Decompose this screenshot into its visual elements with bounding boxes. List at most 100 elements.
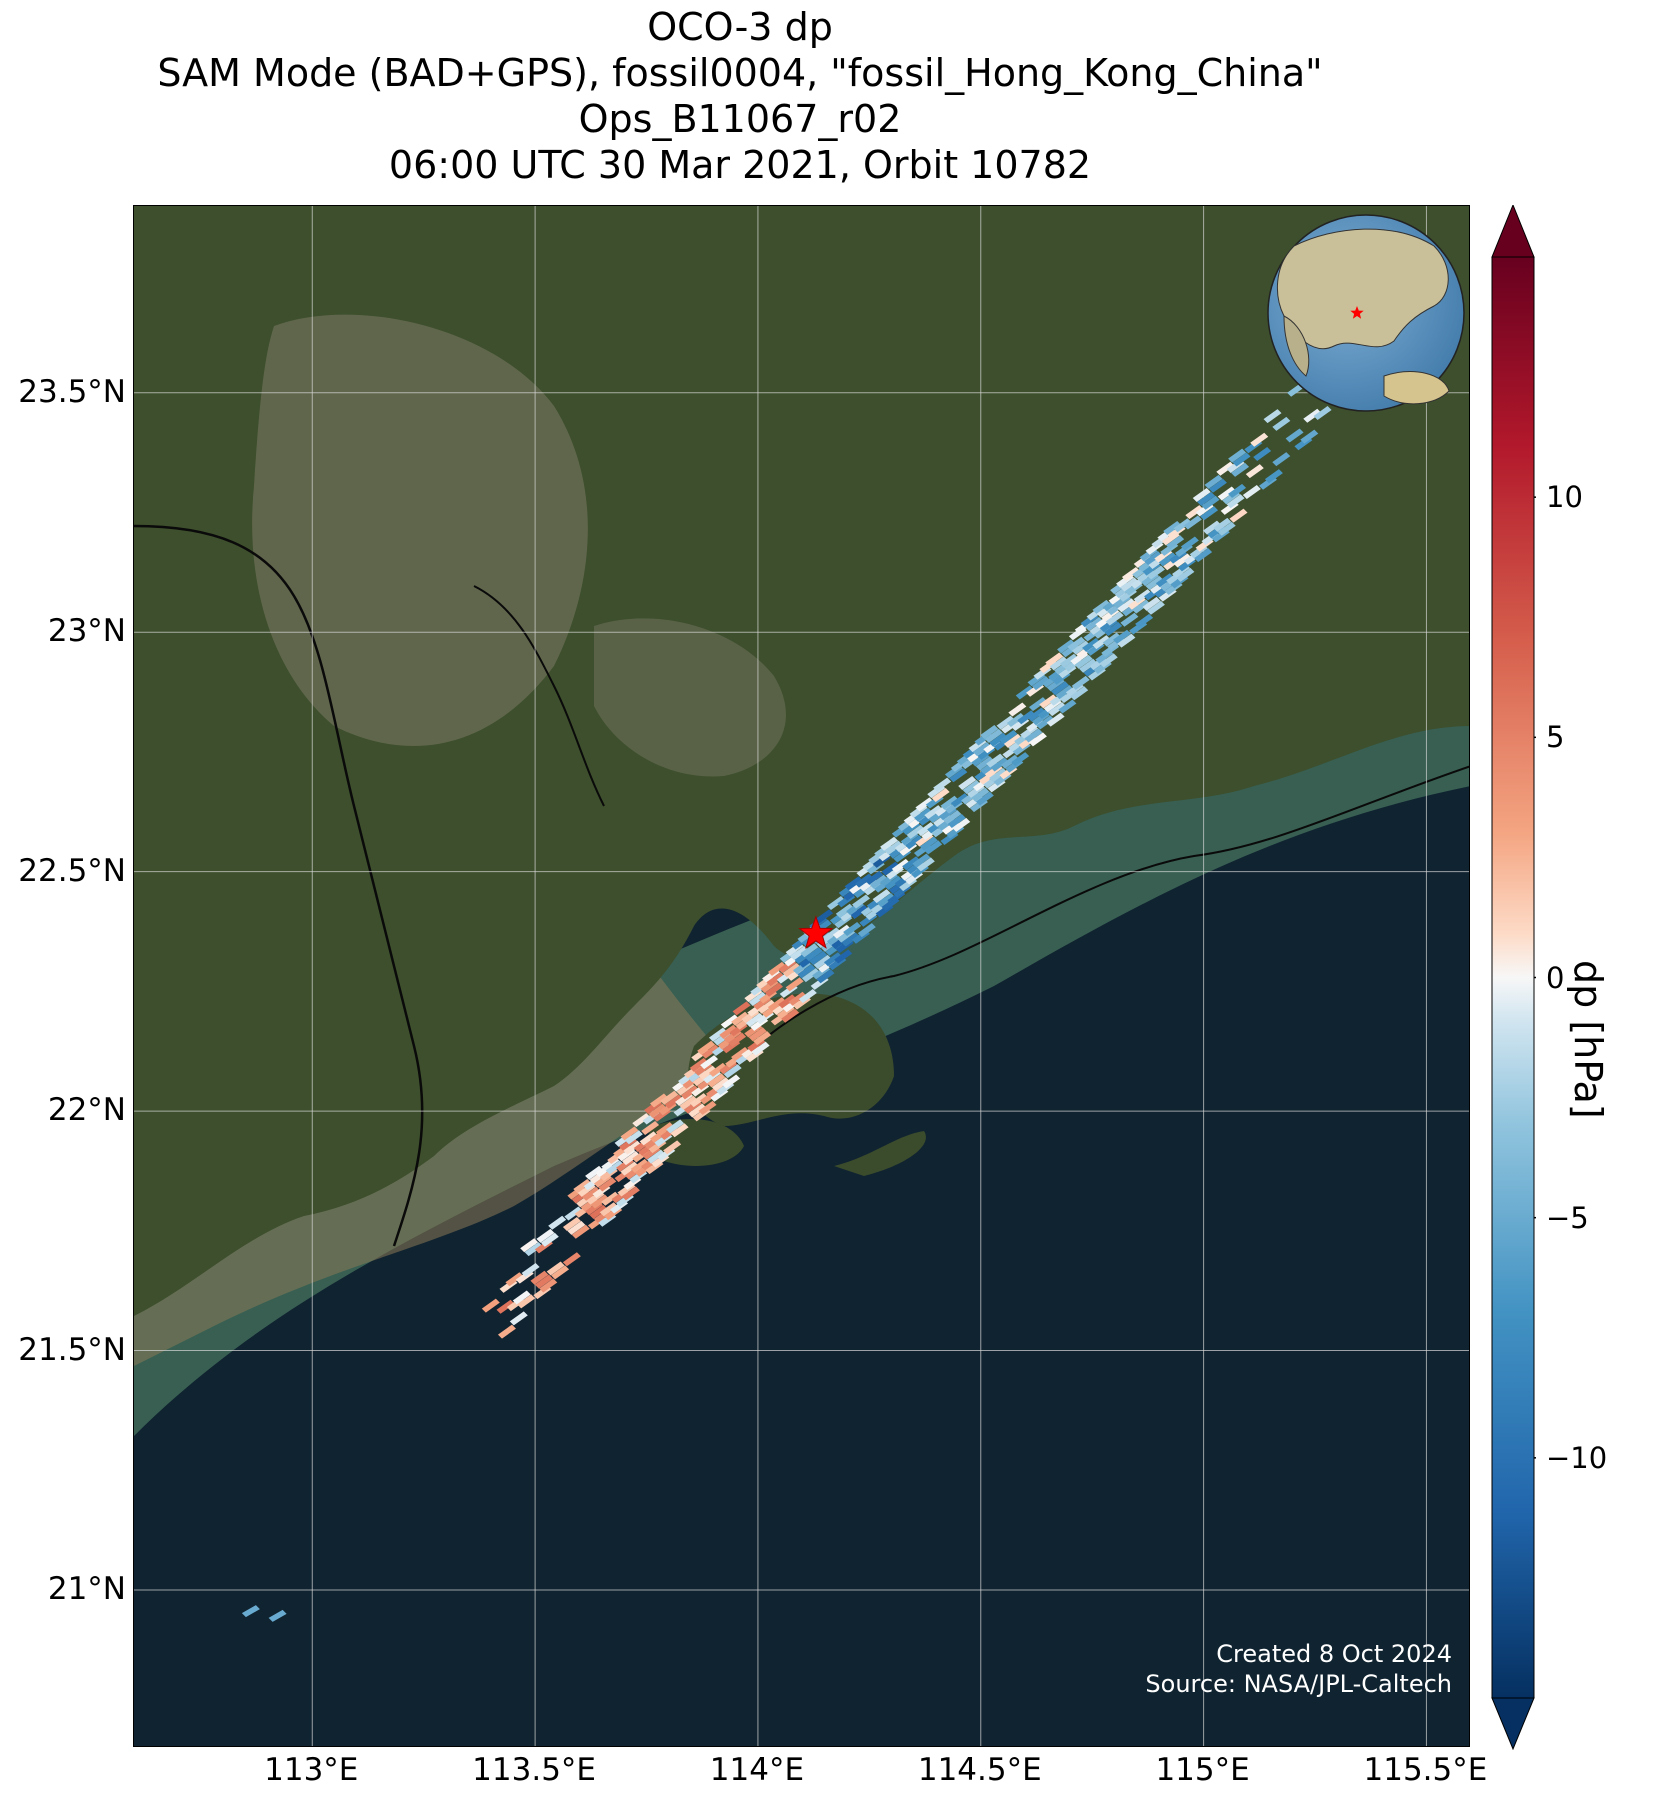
- sounding-footprint: [630, 1158, 649, 1173]
- sounding-footprint: [1204, 474, 1223, 489]
- sounding-footprint: [851, 894, 870, 909]
- sounding-footprint: [1228, 483, 1247, 498]
- sounding-footprint: [505, 1272, 524, 1287]
- sounding-footprint: [1180, 536, 1199, 551]
- sounding-footprint: [723, 1064, 742, 1079]
- sounding-footprint: [521, 1263, 540, 1278]
- sounding-footprint: [790, 945, 809, 960]
- sounding-footprint: [835, 903, 854, 918]
- lon-tick-label: 114°E: [709, 1752, 805, 1788]
- sounding-footprint: [906, 824, 925, 839]
- sounding-footprint: [989, 732, 1008, 747]
- sounding-footprint: [517, 1294, 536, 1309]
- lon-tick-label: 113.5°E: [472, 1752, 597, 1788]
- sounding-footprint: [1166, 535, 1185, 550]
- sounding-footprint: [1163, 520, 1182, 535]
- sounding-footprint: [962, 779, 981, 794]
- map-canvas: [134, 206, 1469, 1746]
- sounding-footprint: [913, 807, 932, 822]
- sounding-footprint: [688, 1103, 707, 1118]
- sounding-footprint: [797, 964, 816, 979]
- sounding-footprint: [815, 909, 834, 924]
- lon-tick-label: 113°E: [264, 1752, 359, 1788]
- sounding-footprint: [1121, 567, 1140, 582]
- sounding-footprint: [722, 1074, 741, 1089]
- sounding-footprint: [1049, 656, 1068, 671]
- east-coast-islands: [834, 1131, 926, 1176]
- sounding-footprint: [1102, 632, 1121, 647]
- lon-tick-label: 115.5°E: [1363, 1752, 1488, 1788]
- sounding-footprint: [1071, 640, 1090, 655]
- sounding-footprint: [996, 715, 1015, 730]
- sounding-footprint: [1155, 573, 1174, 588]
- sounding-footprint: [1313, 406, 1332, 421]
- sounding-footprint: [1263, 409, 1282, 424]
- sounding-footprint: [567, 1220, 586, 1235]
- sounding-footprint: [1176, 567, 1195, 582]
- sounding-footprint: [778, 994, 797, 1009]
- sounding-footprint: [1192, 488, 1211, 503]
- sounding-footprint: [1039, 694, 1058, 709]
- graticule: [134, 206, 1469, 1746]
- sounding-footprint: [1272, 452, 1291, 467]
- source-credit: Source: NASA/JPL-Caltech: [1145, 1670, 1452, 1698]
- sounding-footprint: [689, 1057, 708, 1072]
- sounding-footprint: [720, 1014, 739, 1029]
- sounding-footprint: [632, 1113, 651, 1128]
- sounding-footprint: [509, 1311, 528, 1326]
- sounding-footprint: [1303, 408, 1322, 423]
- sounding-footprint: [700, 1055, 719, 1070]
- sounding-footprint: [950, 793, 969, 808]
- sounding-footprint: [872, 889, 891, 904]
- sounding-footprint: [571, 1224, 590, 1239]
- title-line-2: SAM Mode (BAD+GPS), fossil0004, "fossil_…: [157, 51, 1323, 95]
- lat-tick-label: 23.5°N: [18, 373, 126, 410]
- sounding-footprint: [1070, 686, 1089, 701]
- sounding-footprint: [788, 991, 807, 1006]
- sounding-footprint: [1229, 508, 1248, 523]
- map-panel[interactable]: [133, 205, 1470, 1747]
- sounding-footprint: [1217, 486, 1236, 501]
- sounding-footprint: [809, 951, 828, 966]
- sounding-footprint: [841, 932, 860, 947]
- sounding-footprint: [1132, 599, 1151, 614]
- sounding-footprint: [689, 1093, 708, 1108]
- sounding-footprint: [646, 1149, 665, 1164]
- sounding-footprint: [562, 1252, 581, 1267]
- sounding-footprint: [1015, 685, 1034, 700]
- sounding-footprint: [719, 1024, 738, 1039]
- sounding-footprint: [573, 1178, 592, 1193]
- sounding-footprint: [599, 1202, 618, 1217]
- sounding-footprint: [663, 1140, 682, 1155]
- sounding-footprint: [857, 923, 876, 938]
- sounding-footprint: [660, 1090, 679, 1105]
- sounding-footprint: [1057, 639, 1076, 654]
- title-line-3: Ops_B11067_r02: [578, 97, 902, 141]
- sounding-footprint: [530, 1270, 549, 1285]
- sounding-footprint: [708, 1062, 727, 1077]
- sounding-footprint: [1011, 752, 1030, 767]
- sounding-footprint: [745, 1012, 764, 1027]
- sounding-footprint: [1272, 416, 1291, 431]
- sounding-footprint: [666, 1119, 685, 1134]
- sounding-footprint: [1173, 553, 1192, 568]
- sounding-footprint: [916, 857, 935, 872]
- sounding-footprint: [1003, 733, 1022, 748]
- sounding-footprint: [1120, 577, 1139, 592]
- sounding-footprint: [624, 1130, 643, 1145]
- sounding-footprint: [801, 968, 820, 983]
- lon-tick-label: 114.5°E: [917, 1752, 1042, 1788]
- lat-tick-label: 21°N: [47, 1570, 126, 1607]
- sounding-footprint: [639, 1131, 658, 1146]
- sounding-footprint: [767, 961, 786, 976]
- sounding-footprint: [850, 904, 869, 919]
- sounding-footprint: [915, 797, 934, 812]
- sounding-footprint: [649, 1093, 668, 1108]
- colorbar-extend-max: [1491, 205, 1535, 258]
- sounding-footprint: [524, 1242, 543, 1257]
- sounding-footprint: [813, 954, 832, 969]
- sounding-footprint: [1092, 635, 1111, 650]
- sounding-footprint: [924, 840, 943, 855]
- sounding-footprint: [865, 870, 884, 885]
- sounding-footprint: [884, 875, 903, 890]
